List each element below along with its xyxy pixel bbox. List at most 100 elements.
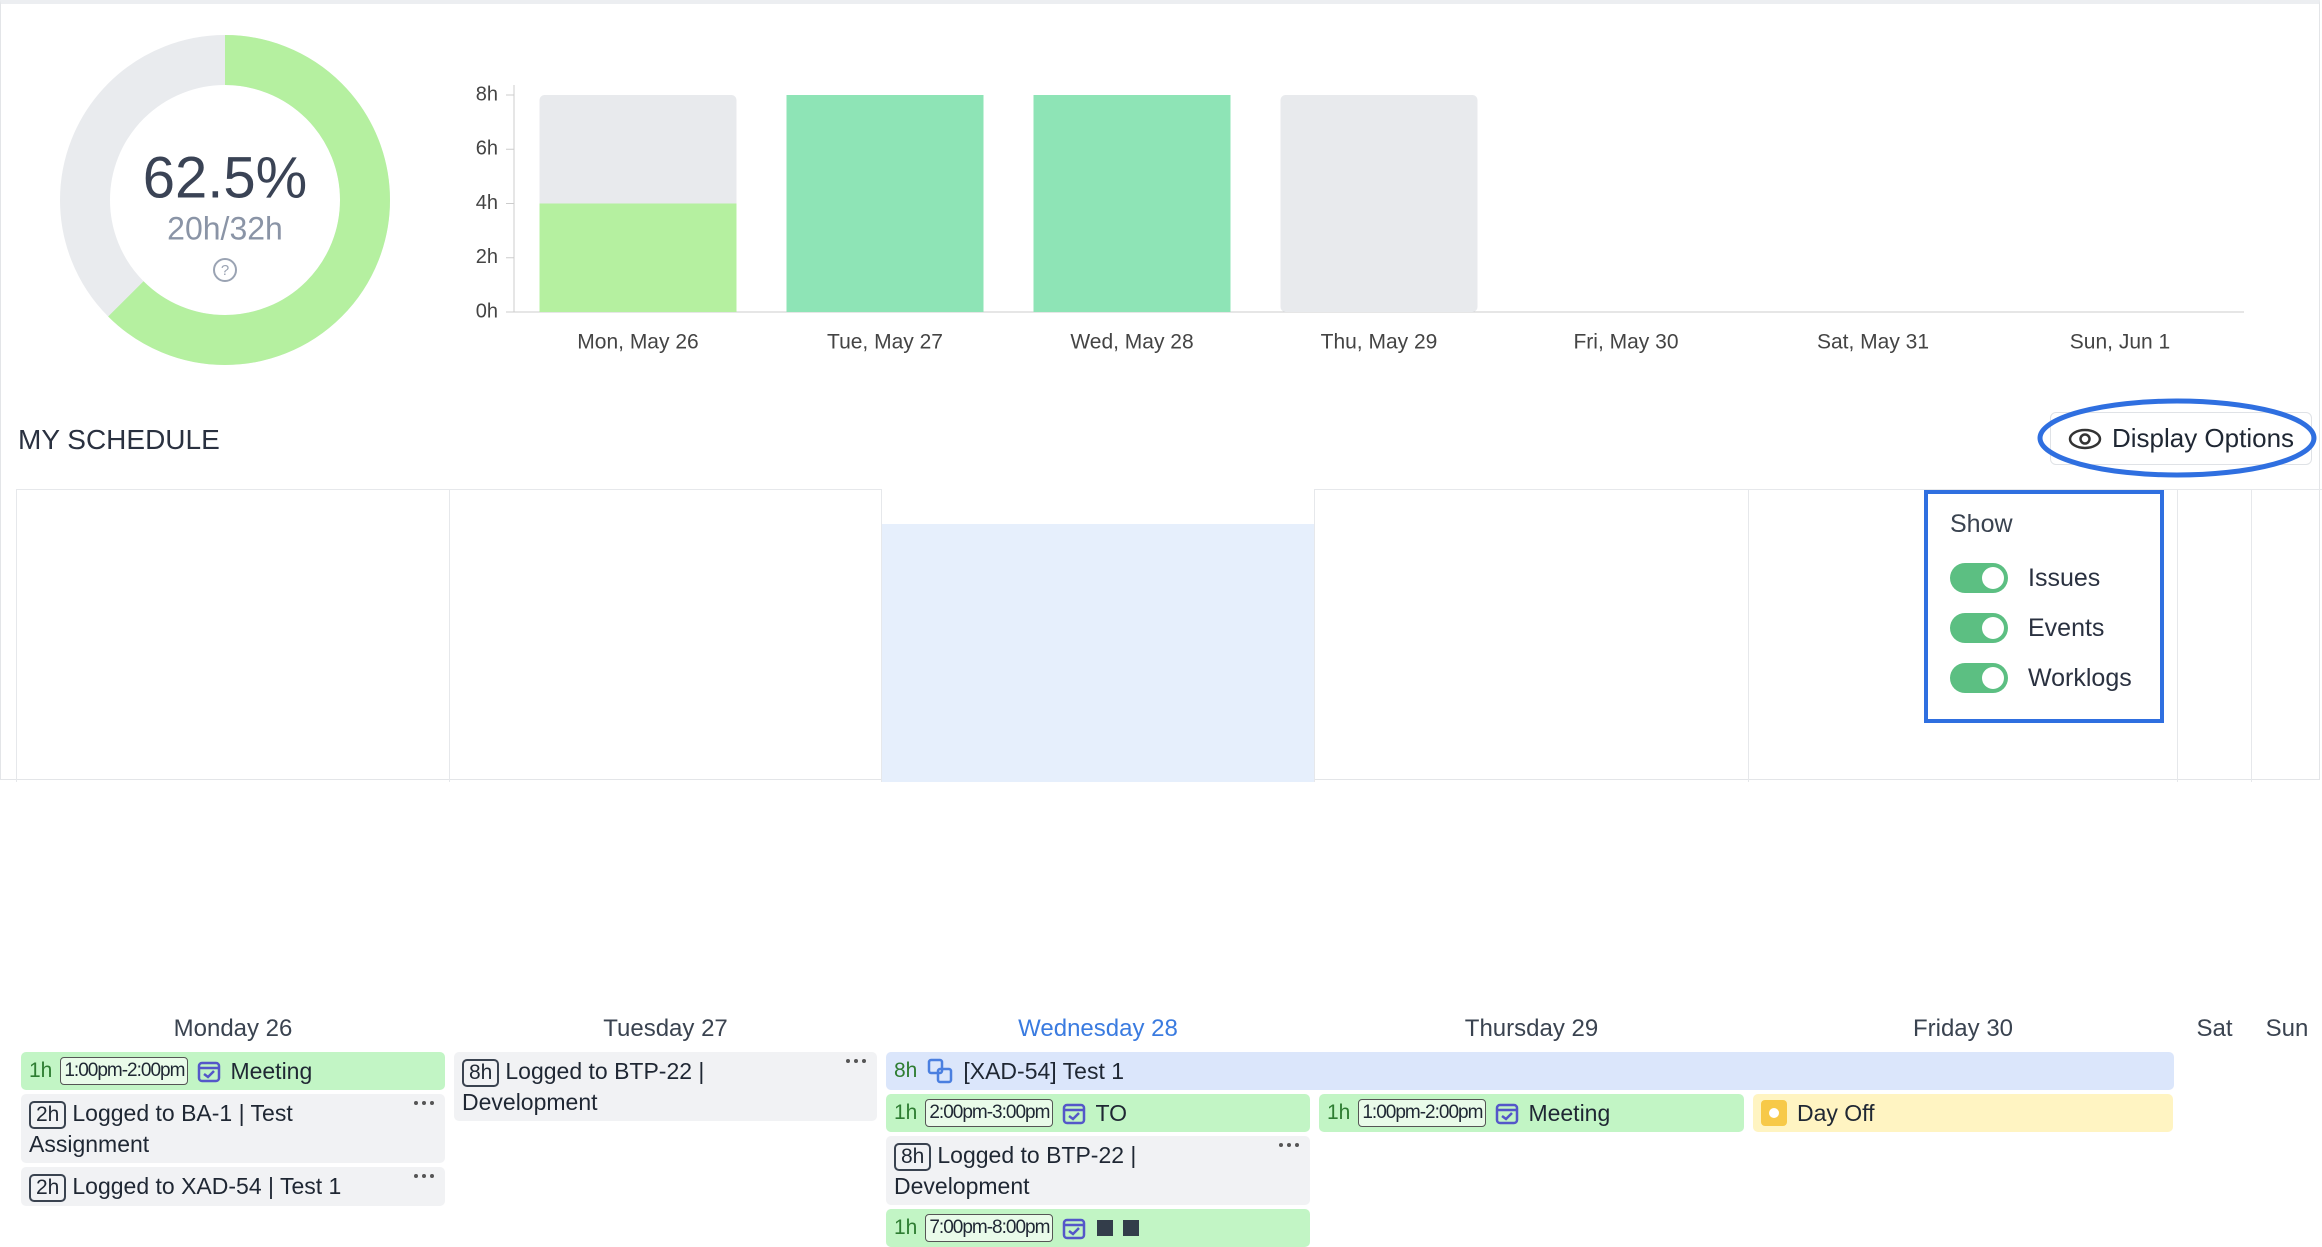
event-entry[interactable]: 1h 2:00pm-3:00pm TO xyxy=(886,1094,1310,1132)
issue-entry[interactable]: 8h [XAD-54] Test 1 xyxy=(886,1052,2174,1090)
x-tick-label: Thu, May 29 xyxy=(1321,331,1438,354)
svg-text:?: ? xyxy=(221,262,229,279)
entry-stack[interactable]: 1h 1:00pm-2:00pm Meeting 2h Logged to BA-1 |… xyxy=(21,1052,445,1206)
day-header: Thursday 29 xyxy=(1464,1015,1599,1042)
duration: 1h xyxy=(894,1101,918,1124)
more-icon xyxy=(413,1173,435,1179)
time-range: 7:00pm-8:00pm xyxy=(925,1214,1054,1242)
duration: 2h xyxy=(29,1174,67,1202)
calendar-icon xyxy=(196,1058,222,1084)
day-header: Friday 30 xyxy=(1912,1015,2014,1042)
schedule-title: MY SCHEDULE xyxy=(18,424,220,455)
duration: 8h xyxy=(894,1143,932,1171)
x-tick-label: Sun, Jun 1 xyxy=(2070,331,2170,354)
toggle-switch-svg xyxy=(1950,613,2008,643)
toggle-switch xyxy=(1950,613,2008,643)
calendar-icon-svg xyxy=(1063,1218,1086,1240)
x-tick-label: Fri, May 30 xyxy=(1573,331,1678,354)
logged-bar xyxy=(539,203,737,312)
day-column: Wednesday 28 8h [XAD-54] Test 1 1h 2:00pm-3:… xyxy=(881,489,2174,1247)
time-range: 1:00pm-2:00pm xyxy=(1358,1099,1487,1127)
worklog-entry[interactable]: 2h Logged to XAD-54 | Test 1 xyxy=(21,1167,445,1206)
more-icon-svg xyxy=(414,1101,434,1105)
entry-text[interactable]: Day Off xyxy=(1797,1100,1875,1126)
calendar-icon xyxy=(1061,1100,1087,1126)
time-range: 1:00pm-2:00pm xyxy=(60,1057,189,1085)
entry-text[interactable]: TO xyxy=(1095,1100,1127,1126)
x-tick-label: Wed, May 28 xyxy=(1070,331,1193,354)
dayoff-entry[interactable]: Day Off xyxy=(1753,1094,2173,1132)
y-tick-label: 6h xyxy=(476,138,498,160)
block-icon-svg xyxy=(1097,1220,1140,1236)
worklog-entry[interactable]: 8h Logged to BTP-22 | Development xyxy=(886,1136,1310,1205)
entry-text[interactable]: Logged to BA-1 | Test Assignment xyxy=(29,1100,293,1157)
block-icon xyxy=(1095,1218,1141,1238)
help-icon[interactable]: ? xyxy=(213,258,237,282)
entry-text[interactable]: Meeting xyxy=(230,1058,313,1084)
x-tick-label: Mon, May 26 xyxy=(577,331,698,354)
day-column: Thursday 29 1h 1:00pm-2:00pm Meeting xyxy=(1314,489,1748,1132)
day-column: Sat xyxy=(2177,489,2251,1042)
day-column: Tuesday 27 8h Logged to BTP-22 | Developme… xyxy=(449,489,881,1121)
entry-stack[interactable]: 8h Logged to BTP-22 | Development xyxy=(454,1052,877,1121)
more-icon xyxy=(1278,1142,1300,1148)
capacity-bar xyxy=(1280,95,1478,312)
toggle-row[interactable]: Worklogs xyxy=(1950,653,2138,703)
calendar-icon-svg xyxy=(198,1061,221,1083)
toggle-label: Issues xyxy=(2028,563,2101,592)
toggle-label: Events xyxy=(2028,613,2105,642)
entry-text[interactable]: Meeting xyxy=(1528,1100,1611,1126)
day-header: Wednesday 28 xyxy=(1018,1015,1178,1042)
entry-text[interactable]: [XAD-54] Test 1 xyxy=(963,1058,1125,1084)
entry-stack[interactable]: Day Off xyxy=(1753,1094,2173,1132)
toggle-switch-svg xyxy=(1950,663,2008,693)
more-icon-svg xyxy=(846,1059,866,1063)
highlight xyxy=(2037,398,2317,478)
x-tick-label: Sat, May 31 xyxy=(1817,331,1929,354)
toggle-switch xyxy=(1950,663,2008,693)
duration: 1h xyxy=(29,1059,53,1082)
day-header: Sat xyxy=(2196,1015,2233,1042)
calendar-icon xyxy=(1494,1100,1520,1126)
toggle-label: Worklogs xyxy=(2028,663,2132,692)
toggle-switch xyxy=(1950,563,2008,593)
y-tick-label: 0h xyxy=(476,300,498,322)
donut-arc xyxy=(60,35,390,365)
toggle-row[interactable]: Events xyxy=(1950,603,2138,653)
time-range: 2:00pm-3:00pm xyxy=(925,1099,1054,1127)
entry-text[interactable]: Logged to XAD-54 | Test 1 xyxy=(72,1173,342,1199)
entry-stack[interactable]: 1h 1:00pm-2:00pm Meeting xyxy=(1319,1094,1744,1132)
logged-bar xyxy=(786,95,984,312)
worklog-entry[interactable]: 8h Logged to BTP-22 | Development xyxy=(454,1052,877,1121)
calendar-icon-svg xyxy=(1063,1103,1086,1125)
donut-hours: 20h/32h xyxy=(167,210,283,246)
day-header: Tuesday 27 xyxy=(603,1015,728,1042)
x-tick-label: Tue, May 27 xyxy=(827,331,943,354)
event-entry[interactable]: 1h 7:00pm-8:00pm xyxy=(886,1209,1310,1247)
toggle-row[interactable]: Issues xyxy=(1950,553,2138,603)
duration: 8h xyxy=(462,1059,500,1087)
issue-icon xyxy=(927,1058,953,1084)
day-column: Sun xyxy=(2251,489,2322,1042)
duration: 1h xyxy=(894,1216,918,1239)
more-icon-svg xyxy=(414,1174,434,1178)
event-entry[interactable]: 1h 1:00pm-2:00pm Meeting xyxy=(21,1052,445,1090)
sun-icon xyxy=(1761,1100,1787,1126)
issue-icon-svg xyxy=(928,1058,953,1084)
duration: 2h xyxy=(29,1101,67,1129)
worklog-entry[interactable]: 2h Logged to BA-1 | Test Assignment xyxy=(21,1094,445,1163)
calendar-icon xyxy=(1061,1215,1087,1241)
more-icon xyxy=(845,1058,867,1064)
menu-title: Show xyxy=(1950,510,2013,538)
more-icon-svg xyxy=(1279,1143,1299,1147)
toggle-switch-svg xyxy=(1950,563,2008,593)
entry-stack[interactable]: 8h [XAD-54] Test 1 1h 2:00pm-3:00pm TO 8h Logg… xyxy=(886,1052,2174,1247)
chart-area: 62.5% 20h/32h ? 0h 2h 4h 6h 8h Mon, May 26 Tue… xyxy=(60,35,2244,365)
event-entry[interactable]: 1h 1:00pm-2:00pm Meeting xyxy=(1319,1094,1744,1132)
more-icon xyxy=(413,1100,435,1106)
eye-icon xyxy=(2068,428,2102,449)
calendar-icon-svg xyxy=(1496,1103,1519,1125)
duration: 1h xyxy=(1327,1101,1351,1124)
display-options-label: Display Options xyxy=(2111,423,2295,453)
